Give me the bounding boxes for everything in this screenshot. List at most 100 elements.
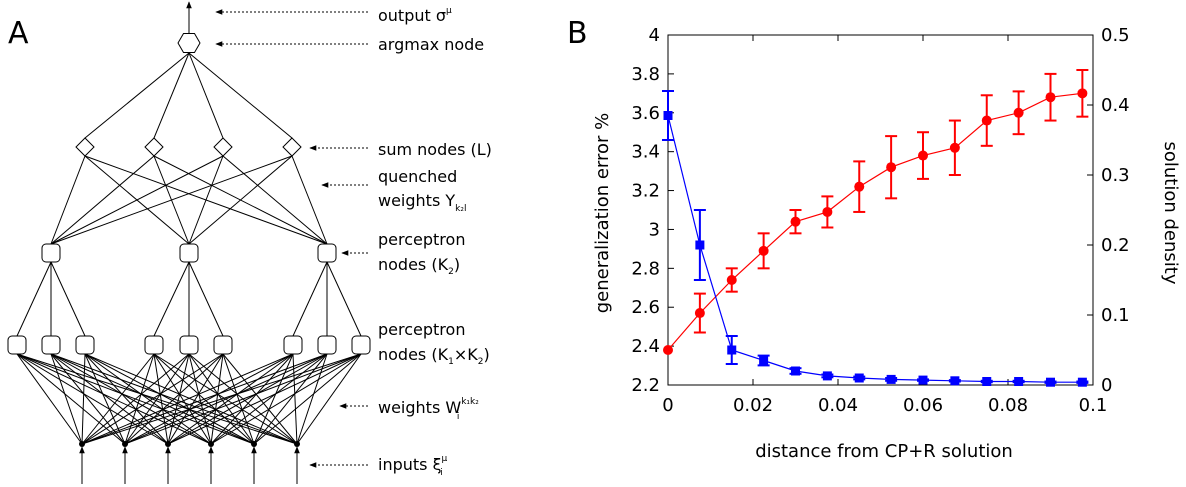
input-perceptron-connection xyxy=(292,353,298,445)
input-perceptron-connection xyxy=(153,353,212,445)
y2-tick-label: 0.4 xyxy=(1101,95,1130,116)
chart: 0 0.02 0.04 0.06 0.08 0.1 2.2 2.4 2.6 2.8 3 3.2 3.4 3… xyxy=(631,25,1129,416)
input-perceptron-connection xyxy=(50,353,298,445)
data-point xyxy=(758,245,769,256)
x-tick-label: 0.08 xyxy=(988,395,1028,416)
series-line xyxy=(667,115,1083,383)
quenched-weight-connection xyxy=(50,155,86,245)
perceptron-node xyxy=(41,243,61,263)
weights-label: weights Wk₁k₂ i xyxy=(378,397,479,422)
series-2 xyxy=(662,90,1089,387)
quenched-weight-connection xyxy=(84,155,190,245)
data-point xyxy=(1077,88,1088,99)
perceptron-connection xyxy=(50,261,86,337)
input-perceptron-connection xyxy=(253,353,362,445)
perc2-label-line2: nodes (K2) xyxy=(378,255,460,277)
input-perceptron-connection xyxy=(210,353,294,445)
input-perceptron-connection xyxy=(16,353,255,445)
y2-tick-label: 0.3 xyxy=(1101,165,1130,186)
perceptron-node xyxy=(179,243,199,263)
input-perceptron-connection xyxy=(167,353,224,445)
data-point xyxy=(791,366,800,376)
data-point xyxy=(1045,92,1056,103)
network-connections xyxy=(16,1,362,484)
data-point xyxy=(886,374,896,384)
panel-b: B 0 0.02 0.04 0.06 0.08 0.1 2.2 2.4 2.6 2.8 3 3.2 3.… xyxy=(567,16,1181,462)
input-perceptron-connection xyxy=(188,353,255,445)
input-perceptron-connection xyxy=(167,353,362,445)
input-perceptron-connection xyxy=(84,353,298,445)
quenched-weight-connection xyxy=(50,155,155,245)
sum-node xyxy=(75,137,95,157)
input-node xyxy=(165,441,171,447)
input-perceptron-connection xyxy=(124,353,155,445)
input-perceptron-connection xyxy=(50,353,255,445)
input-node xyxy=(294,441,300,447)
input-perceptron-connection xyxy=(296,353,362,445)
y-tick-label: 2.6 xyxy=(631,297,660,318)
data-point xyxy=(822,371,832,381)
data-point xyxy=(759,356,769,365)
input-perceptron-connection xyxy=(50,353,212,445)
panel-a: A output σμ argmax node sum nodes (L) qu… xyxy=(7,1,492,484)
network-nodes xyxy=(7,33,371,447)
y-tick-label: 3.4 xyxy=(631,142,660,163)
input-node xyxy=(208,441,214,447)
perceptron-node xyxy=(283,335,303,355)
input-node xyxy=(251,441,257,447)
data-point xyxy=(1077,377,1087,387)
input-perceptron-connection xyxy=(124,353,294,445)
y2-axis-label: solution density xyxy=(1160,142,1181,285)
data-point xyxy=(981,115,992,126)
perceptron-node xyxy=(41,335,61,355)
perceptron-connection xyxy=(326,261,362,337)
y-tick-label: 3 xyxy=(649,219,660,240)
perceptron-node xyxy=(179,335,199,355)
input-perceptron-connection xyxy=(84,353,169,445)
x-tick-label: 0.06 xyxy=(903,395,943,416)
quenched-label-line2: weights Yk₂l xyxy=(378,191,466,214)
input-perceptron-connection xyxy=(210,353,362,445)
inputs-label: inputs ξμ i xyxy=(378,454,448,478)
quenched-weight-connection xyxy=(291,155,328,245)
y2-tick-label: 0 xyxy=(1101,375,1112,396)
data-point xyxy=(1014,377,1024,386)
input-perceptron-connection xyxy=(167,353,294,445)
input-perceptron-connection xyxy=(16,353,212,445)
input-perceptron-connection xyxy=(81,353,294,445)
data-point xyxy=(950,376,960,386)
input-perceptron-connection xyxy=(153,353,298,445)
sum-argmax-connection xyxy=(188,52,224,139)
output-label: output σμ xyxy=(378,6,452,25)
input-perceptron-connection xyxy=(84,353,126,445)
data-point xyxy=(982,377,992,386)
y2-tick-label: 0.5 xyxy=(1101,25,1130,46)
input-perceptron-connection xyxy=(81,353,155,445)
y-tick-label: 2.8 xyxy=(631,258,660,279)
perceptron-connection xyxy=(188,261,224,337)
panel-b-letter: B xyxy=(567,16,588,51)
argmax-label: argmax node xyxy=(378,35,484,54)
quenched-weight-connection xyxy=(222,155,328,245)
data-point xyxy=(918,375,928,385)
x-tick-label: 0.1 xyxy=(1079,395,1108,416)
y2-tick-label: 0.2 xyxy=(1101,235,1130,256)
sum-node xyxy=(144,137,164,157)
perceptron-node xyxy=(7,335,27,355)
input-perceptron-connection xyxy=(16,353,126,445)
y-tick-label: 3.8 xyxy=(631,64,660,85)
input-perceptron-connection xyxy=(50,353,83,445)
panel-a-letter: A xyxy=(8,16,29,51)
perceptron-connection xyxy=(153,261,190,337)
x-tick-label: 0 xyxy=(662,395,673,416)
perc1-label-line2: nodes (K1×K2) xyxy=(378,345,490,367)
perceptron-connection xyxy=(16,261,52,337)
x-tick-label: 0.04 xyxy=(818,395,858,416)
quenched-weight-connection xyxy=(84,155,328,245)
plot-frame xyxy=(667,34,1094,386)
input-perceptron-connection xyxy=(16,353,169,445)
perceptron-node xyxy=(317,243,337,263)
input-perceptron-connection xyxy=(222,353,298,445)
series-line xyxy=(667,92,1083,351)
